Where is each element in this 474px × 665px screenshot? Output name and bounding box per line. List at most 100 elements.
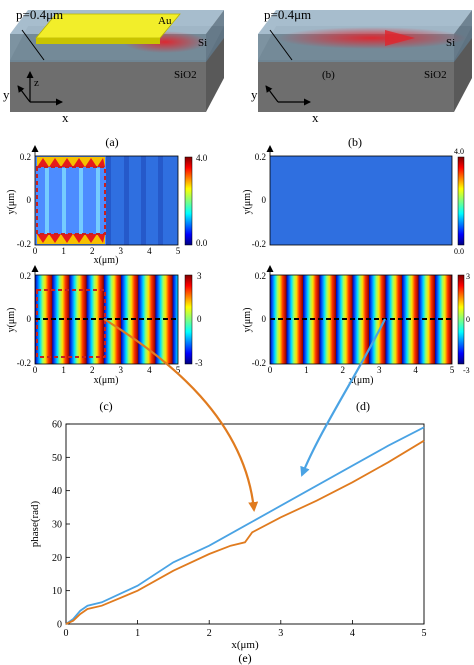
heatmap-d-amplitude: 0.2 0 -0.2 y(μm) 4.0 0.0 — [242, 145, 465, 256]
blue-connector-arrow — [300, 318, 386, 477]
y-tick-label: 50 — [52, 453, 62, 464]
amp-grating-stripes — [45, 168, 100, 234]
amp-frame-c — [34, 155, 179, 246]
xticks-c-phase: 0 1 2 3 4 5 — [33, 365, 181, 375]
panel-b-schematic: p=0.4μm Si SiO2 (b) y x (b) — [251, 7, 472, 149]
mode-glow-b — [277, 27, 467, 49]
hotspot-top — [37, 157, 105, 167]
svg-text:1: 1 — [61, 246, 66, 256]
colorbar-d-amp — [457, 156, 465, 246]
hotspot-bottom-peaks — [37, 234, 105, 243]
svg-text:5: 5 — [176, 246, 181, 256]
svg-text:4: 4 — [147, 246, 152, 256]
chart-e-xlabel: x(μm) — [231, 639, 259, 651]
sio2-label-b: SiO2 — [424, 69, 447, 81]
heatmap-c-amplitude: 0.2 0 -0.2 y(μm) 0 1 2 3 4 5 x(μm) 4.0 0… — [6, 145, 208, 266]
xlabel-d-phase: x(μm) — [349, 375, 374, 386]
series-line-1 — [65, 439, 425, 625]
caption-d: (d) — [356, 399, 370, 413]
cbar-c-amp-min: 0.0 — [196, 238, 208, 248]
x-tick-label: 3 — [278, 628, 283, 639]
si-label-a: Si — [198, 37, 207, 49]
y-tick-label: 30 — [52, 520, 62, 531]
svg-text:4: 4 — [147, 365, 152, 375]
ytick-d-ph-bot: -0.2 — [252, 358, 266, 368]
y-tick-label: 10 — [52, 586, 62, 597]
chart-e-series — [65, 426, 425, 625]
ytick-c-amp-mid: 0 — [27, 195, 32, 205]
substrate-side-a — [206, 26, 224, 112]
x-tick-label: 0 — [64, 628, 69, 639]
ytick-c-amp-top: 0.2 — [20, 152, 31, 162]
axis-y-label-b: y — [251, 87, 258, 102]
amp-field-d — [270, 156, 452, 245]
period-label-b: p=0.4μm — [264, 7, 311, 22]
xlabel-c-phase: x(μm) — [94, 375, 119, 386]
y-tick-label: 20 — [52, 553, 62, 564]
amp-stripes-c — [106, 156, 163, 245]
x-tick-label: 4 — [350, 628, 355, 639]
y-tick-label: 40 — [52, 486, 62, 497]
period-label-a: p=0.4μm — [16, 7, 63, 22]
cbar-d-ph-mid: 0 — [466, 315, 470, 324]
axis-z-label-a: z — [34, 77, 39, 89]
axis-y-line-b — [265, 85, 279, 103]
inner-label-b: (b) — [322, 69, 335, 81]
svg-text:0: 0 — [33, 365, 38, 375]
axis-y-line-a — [17, 85, 31, 103]
x-tick-label: 2 — [207, 628, 212, 639]
substrate-front-a — [10, 60, 206, 112]
xlabel-c-amp: x(μm) — [94, 255, 119, 266]
xticks-d-phase: 0 1 2 3 4 5 — [268, 365, 455, 375]
ylabel-d-amp: y(μm) — [242, 190, 253, 215]
axis-y-label-a: y — [3, 87, 10, 102]
ytick-d-amp-mid: 0 — [262, 195, 267, 205]
cbar-d-amp-max: 4.0 — [454, 147, 464, 156]
caption-c: (c) — [99, 399, 112, 413]
ytick-d-amp-bot: -0.2 — [252, 239, 266, 249]
hotspot-top-peaks — [37, 158, 105, 167]
heatmap-c-phase: 0.2 0 -0.2 y(μm) 0 1 2 3 4 5 x(μm) 3 0 -… — [6, 265, 203, 413]
mode-arrow-b — [385, 30, 415, 46]
ylabel-d-phase: y(μm) — [242, 308, 253, 333]
y-tick-label: 60 — [52, 420, 62, 431]
ytick-d-ph-mid: 0 — [262, 314, 267, 324]
svg-text:1: 1 — [304, 365, 309, 375]
svg-text:3: 3 — [119, 246, 124, 256]
axis-x-label-a: x — [62, 110, 69, 125]
au-label: Au — [158, 15, 172, 27]
axis-x-label-b: x — [312, 110, 319, 125]
orange-connector-arrow — [103, 318, 259, 512]
ytick-c-ph-bot: -0.2 — [17, 358, 31, 368]
x-tick-label: 5 — [422, 628, 427, 639]
cbar-c-ph-mid: 0 — [197, 314, 202, 324]
series-line-0 — [65, 426, 425, 625]
grating-outline-c-phase — [36, 289, 106, 358]
svg-text:3: 3 — [377, 365, 382, 375]
ytick-d-amp-top: 0.2 — [255, 152, 266, 162]
chart-e-ylabel: phase(rad) — [29, 500, 41, 547]
svg-text:0: 0 — [33, 246, 38, 256]
hotspot-bottom — [37, 234, 105, 244]
colorbar-c-phase — [184, 274, 193, 365]
svg-text:1: 1 — [61, 365, 66, 375]
cbar-c-ph-max: 3 — [197, 271, 202, 281]
svg-text:5: 5 — [176, 365, 181, 375]
gold-grating-edge — [36, 38, 160, 44]
ytick-d-ph-top: 0.2 — [255, 271, 266, 281]
panel-a-schematic: p=0.4μm Au Si SiO2 z y x (a) — [3, 7, 224, 149]
caption-a: (a) — [105, 135, 118, 149]
ytick-c-amp-bot: -0.2 — [17, 239, 31, 249]
colorbar-d-phase — [457, 274, 465, 365]
cbar-d-ph-max: 3 — [466, 272, 470, 281]
cbar-c-ph-min: -3 — [195, 358, 203, 368]
colorbar-c-amp — [184, 156, 193, 246]
si-label-b: Si — [446, 37, 455, 49]
y-tick-label: 0 — [57, 620, 62, 631]
substrate-side-b — [454, 26, 472, 112]
svg-text:3: 3 — [119, 365, 124, 375]
ytick-c-ph-top: 0.2 — [20, 271, 31, 281]
